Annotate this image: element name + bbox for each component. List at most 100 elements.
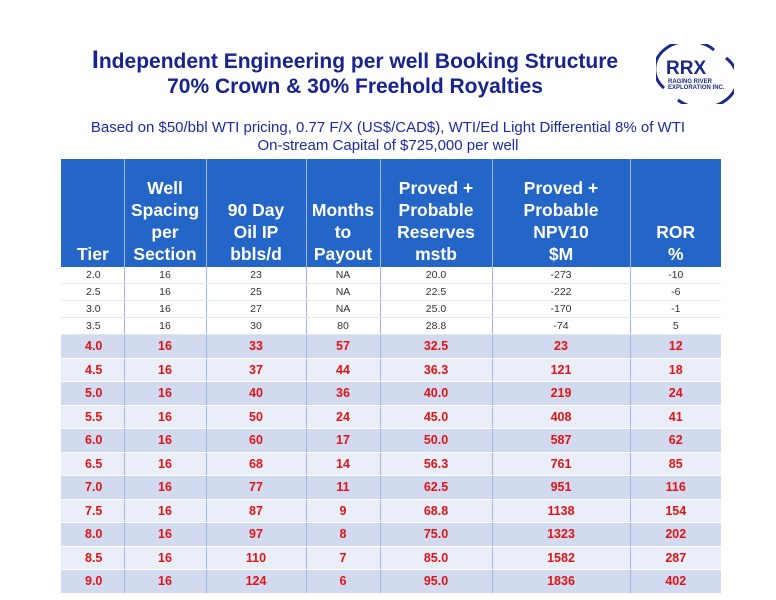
cell-npv10: 1323 <box>492 522 631 547</box>
cell-spacing: 16 <box>124 546 207 570</box>
cell-oil-ip: 60 <box>206 428 307 453</box>
table-row: 6.0 16 60 17 50.0 587 62 <box>61 428 721 453</box>
cell-spacing: 16 <box>124 317 207 335</box>
header-npv10: Proved + Probable NPV10 $M <box>492 159 631 267</box>
cell-tier: 5.0 <box>61 381 125 406</box>
cell-tier: 8.0 <box>61 522 125 547</box>
cell-ror: 287 <box>630 546 721 570</box>
cell-ror: 402 <box>630 569 721 594</box>
logo-company-name: RAGING RIVER EXPLORATION INC. <box>668 79 732 91</box>
cell-oil-ip: 23 <box>206 267 307 284</box>
cell-npv10: 408 <box>492 405 631 429</box>
table-row: 7.5 16 87 9 68.8 1138 154 <box>61 499 721 523</box>
cell-tier: 7.5 <box>61 499 125 523</box>
cell-npv10: 587 <box>492 428 631 453</box>
cell-oil-ip: 68 <box>206 452 307 476</box>
cell-npv10: 761 <box>492 452 631 476</box>
header-payout-line: to <box>334 222 352 242</box>
cell-oil-ip: 124 <box>206 569 307 594</box>
cell-reserves: 68.8 <box>380 499 493 523</box>
table-row: 9.0 16 124 6 95.0 1836 402 <box>61 569 721 594</box>
header-ror-line: % <box>667 244 684 264</box>
cell-ror: -6 <box>630 283 721 301</box>
cell-payout: 24 <box>306 405 381 429</box>
cell-reserves: 20.0 <box>380 267 493 284</box>
cell-payout: 36 <box>306 381 381 406</box>
cell-reserves: 25.0 <box>380 300 493 318</box>
header-payout-line: Months <box>311 200 375 220</box>
cell-spacing: 16 <box>124 267 207 284</box>
cell-npv10: 951 <box>492 475 631 500</box>
table-body: 2.0 16 23 NA 20.0 -273 -10 2.5 16 25 NA 22.5 -222 -6 3… <box>61 267 721 594</box>
cell-reserves: 85.0 <box>380 546 493 570</box>
cell-reserves: 50.0 <box>380 428 493 453</box>
cell-payout: NA <box>306 283 381 301</box>
header-npv10-line: $M <box>548 244 574 264</box>
cell-ror: 5 <box>630 317 721 335</box>
title-line-2: 70% Crown & 30% Freehold Royalties <box>167 75 543 98</box>
logo-name-line-1: RAGING RIVER <box>668 79 713 85</box>
table-row: 8.5 16 110 7 85.0 1582 287 <box>61 546 721 570</box>
cell-oil-ip: 77 <box>206 475 307 500</box>
cell-oil-ip: 37 <box>206 358 307 382</box>
cell-npv10: 23 <box>492 334 631 359</box>
cell-reserves: 75.0 <box>380 522 493 547</box>
cell-tier: 7.0 <box>61 475 125 500</box>
cell-ror: -1 <box>630 300 721 318</box>
assumptions-line-2: On-stream Capital of $725,000 per well <box>257 137 519 154</box>
cell-npv10: -273 <box>492 267 631 284</box>
cell-npv10: -74 <box>492 317 631 335</box>
header-tier-line: Tier <box>77 244 109 264</box>
cell-ror: 62 <box>630 428 721 453</box>
cell-reserves: 56.3 <box>380 452 493 476</box>
table-row: 2.5 16 25 NA 22.5 -222 -6 <box>61 283 721 301</box>
company-logo: RRX RAGING RIVER EXPLORATION INC. <box>656 44 734 104</box>
header-npv10-line: Probable <box>523 200 599 220</box>
cell-tier: 3.0 <box>61 300 125 318</box>
cell-reserves: 22.5 <box>380 283 493 301</box>
cell-payout: 6 <box>306 569 381 594</box>
logo-name-line-2: EXPLORATION INC. <box>668 85 725 91</box>
header-oil-ip-line: bbls/d <box>230 244 282 264</box>
cell-ror: 154 <box>630 499 721 523</box>
assumptions-line-1: Based on $50/bbl WTI pricing, 0.77 F/X (… <box>90 119 686 136</box>
header-npv10-line: Proved + <box>523 178 599 198</box>
table-row: 4.0 16 33 57 32.5 23 12 <box>61 334 721 359</box>
cell-tier: 4.0 <box>61 334 125 359</box>
header-ror-line: ROR <box>656 222 696 242</box>
cell-tier: 2.0 <box>61 267 125 284</box>
cell-spacing: 16 <box>124 522 207 547</box>
cell-ror: 41 <box>630 405 721 429</box>
header-spacing: Well Spacing per Section <box>124 159 207 267</box>
cell-oil-ip: 33 <box>206 334 307 359</box>
cell-npv10: -170 <box>492 300 631 318</box>
booking-table: Tier Well Spacing per Section 90 Day Oil IP bbl… <box>61 159 721 594</box>
assumptions-text: Based on $50/bbl WTI pricing, 0.77 F/X (… <box>30 119 746 155</box>
table-row: 3.0 16 27 NA 25.0 -170 -1 <box>61 300 721 318</box>
logo-ring-icon <box>656 44 734 104</box>
cell-oil-ip: 30 <box>206 317 307 335</box>
header-payout: Months to Payout <box>306 159 381 267</box>
title-line-1: Independent Engineering per well Booking… <box>60 48 650 74</box>
cell-ror: 18 <box>630 358 721 382</box>
header-reserves-line: Proved + <box>398 178 474 198</box>
header-npv10-line: NPV10 <box>533 222 589 242</box>
header-spacing-line: per <box>151 222 179 242</box>
header-reserves: Proved + Probable Reserves mstb <box>380 159 493 267</box>
cell-oil-ip: 50 <box>206 405 307 429</box>
header-tier: Tier <box>61 159 125 267</box>
cell-tier: 8.5 <box>61 546 125 570</box>
cell-tier: 3.5 <box>61 317 125 335</box>
table-row: 4.5 16 37 44 36.3 121 18 <box>61 358 721 382</box>
cell-spacing: 16 <box>124 283 207 301</box>
cell-payout: 44 <box>306 358 381 382</box>
table-row: 8.0 16 97 8 75.0 1323 202 <box>61 522 721 547</box>
cell-tier: 6.0 <box>61 428 125 453</box>
cell-reserves: 62.5 <box>380 475 493 500</box>
cell-oil-ip: 87 <box>206 499 307 523</box>
cell-spacing: 16 <box>124 428 207 453</box>
table-row: 5.0 16 40 36 40.0 219 24 <box>61 381 721 406</box>
cell-npv10: 1138 <box>492 499 631 523</box>
cell-ror: -10 <box>630 267 721 284</box>
cell-ror: 12 <box>630 334 721 359</box>
